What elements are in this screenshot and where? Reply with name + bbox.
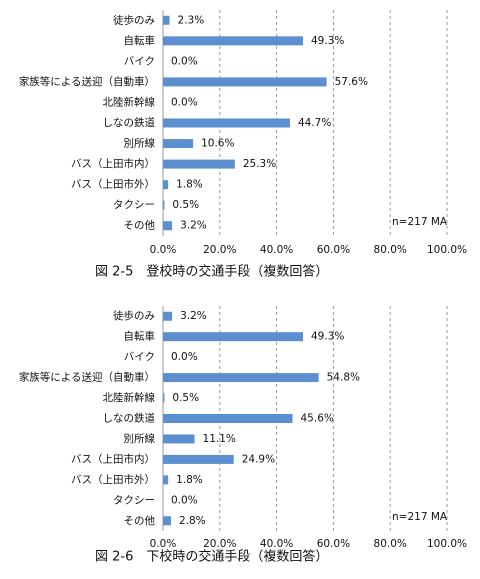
bar bbox=[163, 15, 170, 25]
bar bbox=[163, 200, 165, 210]
value-label: 10.6% bbox=[201, 138, 234, 150]
x-tick-label: 20.0% bbox=[203, 538, 236, 550]
bar bbox=[163, 139, 194, 149]
category-label: 別所線 bbox=[124, 137, 156, 150]
category-label: 自転車 bbox=[124, 330, 156, 343]
bar bbox=[163, 118, 290, 128]
value-label: 54.8% bbox=[327, 372, 360, 384]
value-label: 0.0% bbox=[171, 351, 198, 363]
value-label: 0.5% bbox=[172, 392, 199, 404]
category-label: 自転車 bbox=[124, 34, 156, 47]
value-label: 57.6% bbox=[335, 76, 368, 88]
x-tick-label: 100.0% bbox=[427, 538, 467, 550]
x-tick-label: 40.0% bbox=[260, 244, 293, 256]
x-tick-label: 100.0% bbox=[427, 244, 467, 256]
value-label: 25.3% bbox=[243, 158, 276, 170]
value-label: 11.1% bbox=[203, 433, 236, 445]
annotation: n=217 MA bbox=[392, 511, 448, 523]
value-label: 1.8% bbox=[176, 474, 203, 486]
x-tick-label: 80.0% bbox=[374, 244, 407, 256]
category-label: バス（上田市内） bbox=[71, 157, 155, 170]
category-label: 徒歩のみ bbox=[113, 13, 155, 26]
x-tick-label: 60.0% bbox=[317, 538, 350, 550]
category-label: 徒歩のみ bbox=[113, 309, 155, 322]
bar bbox=[163, 311, 173, 321]
bar bbox=[163, 373, 319, 383]
value-label: 2.8% bbox=[179, 515, 206, 527]
value-label: 1.8% bbox=[176, 179, 203, 191]
category-label: タクシー bbox=[113, 494, 155, 506]
annotation: n=217 MA bbox=[392, 216, 448, 228]
x-tick-label: 40.0% bbox=[260, 538, 293, 550]
category-label: 家族等による送迎（自動車） bbox=[19, 371, 155, 384]
value-label: 24.9% bbox=[242, 453, 275, 465]
bar bbox=[163, 434, 195, 444]
category-label: その他 bbox=[124, 514, 156, 527]
x-tick-label: 0.0% bbox=[150, 538, 177, 550]
bar bbox=[163, 180, 169, 190]
category-label: しなの鉄道 bbox=[103, 116, 156, 129]
value-label: 0.0% bbox=[171, 494, 198, 506]
category-label: バス（上田市外） bbox=[71, 473, 155, 486]
category-label: 別所線 bbox=[124, 432, 156, 445]
value-label: 49.3% bbox=[311, 35, 344, 47]
value-label: 0.5% bbox=[172, 199, 199, 211]
chart-title: 図 2-5 登校時の交通手段（複数回答） bbox=[95, 264, 328, 280]
x-tick-label: 0.0% bbox=[150, 244, 177, 256]
category-label: 北陸新幹線 bbox=[103, 391, 156, 404]
x-tick-label: 80.0% bbox=[374, 538, 407, 550]
bar bbox=[163, 475, 169, 485]
bar bbox=[163, 77, 327, 87]
bar bbox=[163, 159, 235, 169]
value-label: 44.7% bbox=[298, 117, 331, 129]
category-label: 北陸新幹線 bbox=[103, 95, 156, 108]
category-label: タクシー bbox=[113, 199, 155, 211]
x-tick-label: 60.0% bbox=[317, 244, 350, 256]
value-label: 45.6% bbox=[301, 413, 334, 425]
bar bbox=[163, 221, 173, 231]
bar bbox=[163, 36, 304, 46]
bar bbox=[163, 516, 171, 526]
bar bbox=[163, 414, 293, 423]
category-label: バイク bbox=[124, 55, 155, 67]
value-label: 49.3% bbox=[311, 331, 344, 343]
value-label: 0.0% bbox=[171, 96, 198, 108]
chart-title: 図 2-6 下校時の交通手段（複数回答） bbox=[95, 549, 328, 565]
value-label: 3.2% bbox=[180, 220, 207, 232]
category-label: 家族等による送迎（自動車） bbox=[19, 75, 155, 88]
value-label: 3.2% bbox=[180, 310, 207, 322]
category-label: バス（上田市内） bbox=[71, 452, 155, 465]
category-label: バイク bbox=[124, 351, 155, 363]
value-label: 2.3% bbox=[178, 14, 205, 26]
category-label: バス（上田市外） bbox=[71, 178, 155, 191]
bar bbox=[163, 454, 234, 464]
x-tick-label: 20.0% bbox=[203, 244, 236, 256]
category-label: その他 bbox=[124, 219, 156, 232]
bar bbox=[163, 393, 165, 403]
bar bbox=[163, 332, 304, 342]
value-label: 0.0% bbox=[171, 55, 198, 67]
category-label: しなの鉄道 bbox=[103, 412, 156, 425]
